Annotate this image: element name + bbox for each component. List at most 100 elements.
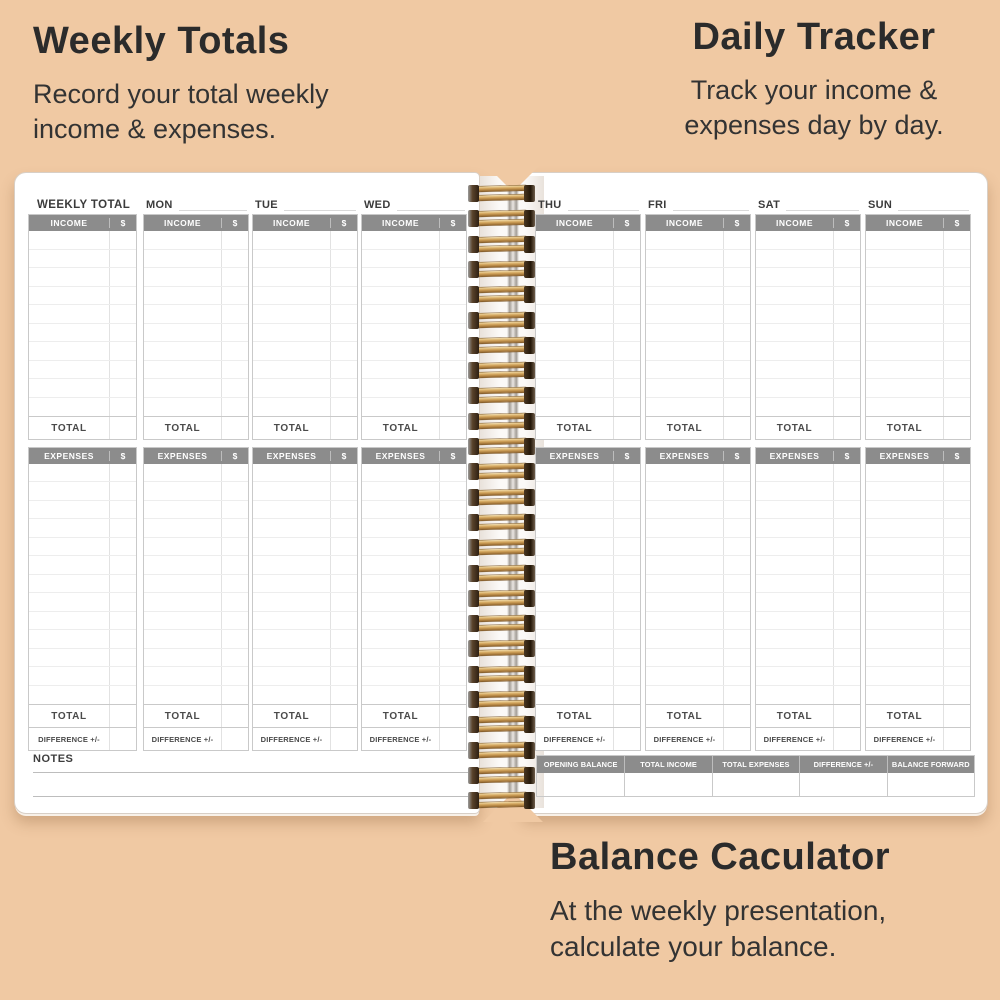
entry-amount-cell [222, 501, 248, 518]
entry-description-cell [253, 593, 331, 611]
day-label-tue: TUE [255, 195, 356, 211]
entry-amount-cell [110, 250, 136, 268]
expenses-rows [362, 464, 466, 704]
balance-header-cell: OPENING BALANCE [543, 760, 618, 769]
expenses-entry-row [756, 648, 860, 668]
entry-amount-cell [331, 287, 357, 305]
entry-description-cell [253, 305, 331, 323]
difference-label: DIFFERENCE +/- [362, 728, 440, 750]
entry-description-cell [253, 611, 331, 630]
expenses-header-label: EXPENSES [769, 451, 820, 461]
income-table: INCOME $ TOTAL [252, 214, 358, 440]
expenses-entry-row [362, 685, 466, 704]
income-total-row: TOTAL [866, 416, 970, 439]
ring-end-left [468, 311, 479, 329]
expenses-entry-row [253, 574, 357, 594]
entry-description-cell [536, 685, 614, 704]
entry-amount-cell [944, 575, 970, 592]
expenses-header-row: EXPENSES $ [253, 448, 357, 464]
income-entry-row [756, 305, 860, 324]
difference-amount-cell [724, 728, 750, 750]
income-entry-row [29, 379, 136, 398]
entry-amount-cell [110, 268, 136, 286]
expenses-entry-row [646, 648, 750, 668]
entry-description-cell [756, 556, 834, 574]
income-entry-row [253, 249, 357, 268]
income-entry-row [253, 379, 357, 398]
entry-description-cell [866, 397, 944, 416]
expenses-entry-row [29, 537, 136, 557]
entry-amount-cell [614, 231, 640, 249]
income-entry-row [536, 305, 640, 324]
entry-description-cell [29, 500, 110, 519]
entry-amount-cell [440, 342, 466, 360]
entry-description-cell [362, 323, 440, 341]
income-entry-row [144, 379, 248, 398]
entry-description-cell [536, 286, 614, 304]
day-name-underline [396, 200, 465, 211]
income-entry-row [866, 305, 970, 324]
entry-description-cell [536, 500, 614, 519]
expenses-entry-row [362, 593, 466, 612]
entry-amount-cell [724, 519, 750, 536]
income-entry-row [253, 397, 357, 416]
entry-amount-cell [110, 379, 136, 397]
daily-tracker-subtitle: Track your income & expenses day by day. [636, 73, 992, 143]
entry-description-cell [29, 611, 110, 630]
entry-amount-cell [110, 324, 136, 342]
entry-amount-cell [944, 287, 970, 305]
entry-description-cell [144, 519, 222, 537]
entry-description-cell [536, 519, 614, 537]
ring-wire-bottom [474, 346, 529, 353]
income-entry-row [29, 286, 136, 305]
dollar-column-header: $ [943, 451, 970, 461]
entry-amount-cell [724, 250, 750, 268]
entry-description-cell [866, 323, 944, 341]
ring-wire-top [474, 792, 529, 799]
entry-description-cell [866, 630, 944, 648]
entry-amount-cell [834, 538, 860, 555]
difference-label: DIFFERENCE +/- [29, 728, 110, 750]
entry-description-cell [29, 342, 110, 360]
income-entry-row [253, 342, 357, 361]
expenses-header-row: EXPENSES $ [646, 448, 750, 464]
expenses-total-row: TOTAL [362, 704, 466, 727]
ring-wire-top [474, 488, 529, 496]
entry-description-cell [646, 519, 724, 537]
expenses-header-label: EXPENSES [549, 451, 600, 461]
dollar-column-header: $ [439, 451, 466, 461]
entry-amount-cell [331, 593, 357, 610]
entry-amount-cell [440, 379, 466, 397]
expenses-entry-row [253, 685, 357, 704]
expenses-entry-row [756, 556, 860, 575]
entry-description-cell [253, 630, 331, 648]
entry-description-cell [253, 231, 331, 249]
expenses-entry-row [756, 630, 860, 649]
entry-amount-cell [440, 538, 466, 555]
entry-amount-cell [331, 630, 357, 647]
expenses-entry-row [144, 500, 248, 520]
entry-description-cell [362, 667, 440, 685]
expenses-entry-row [144, 519, 248, 538]
entry-description-cell [144, 648, 222, 667]
expenses-entry-row [756, 611, 860, 631]
ring-end-left [468, 488, 479, 506]
expenses-table: EXPENSES $ TOTAL DIFFERENCE +/- [535, 447, 641, 751]
income-header-row: INCOME $ [866, 215, 970, 231]
entry-amount-cell [614, 268, 640, 286]
entry-amount-cell [222, 287, 248, 305]
entry-amount-cell [440, 250, 466, 268]
expenses-entry-row [536, 611, 640, 631]
entry-amount-cell [724, 361, 750, 379]
entry-amount-cell [614, 305, 640, 323]
expenses-entry-row [866, 611, 970, 631]
expenses-entry-row [29, 574, 136, 594]
difference-label: DIFFERENCE +/- [144, 728, 222, 750]
entry-amount-cell [834, 556, 860, 573]
total-amount-cell [440, 705, 466, 727]
entry-description-cell [144, 464, 222, 482]
income-entry-row [144, 249, 248, 268]
ring-wire-bottom [474, 472, 529, 479]
total-amount-cell [110, 705, 136, 727]
ring-end-right [524, 260, 535, 278]
